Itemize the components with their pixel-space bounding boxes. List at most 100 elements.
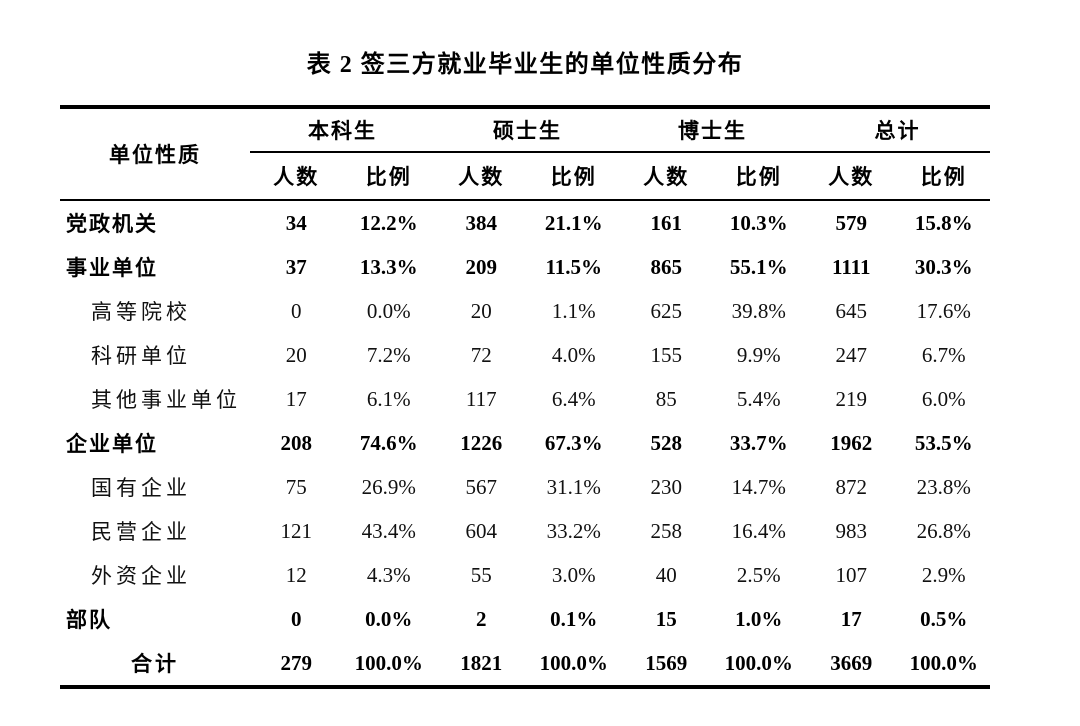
- table-row-public-institution: 事业单位 37 13.3% 209 11.5% 865 55.1% 1111 3…: [60, 245, 990, 289]
- group-header-undergraduate: 本科生: [250, 107, 435, 153]
- cell: 43.4%: [361, 518, 416, 543]
- cell: 17: [840, 606, 862, 631]
- cell: 100.0%: [724, 650, 793, 675]
- cell: 209: [465, 254, 498, 279]
- header-sub-row: 人数 比例 人数 比例 人数 比例 人数 比例: [60, 152, 990, 201]
- group-header-total: 总计: [805, 107, 990, 153]
- sub-header-count: 人数: [435, 152, 528, 201]
- table-row-military: 部队 0 0.0% 2 0.1% 15 1.0% 17 0.5%: [60, 597, 990, 641]
- cell: 55: [470, 562, 492, 587]
- table-caption: 表 2 签三方就业毕业生的单位性质分布: [306, 52, 744, 78]
- cell: 4.3%: [366, 562, 411, 587]
- cell: 55.1%: [729, 254, 788, 279]
- header-group-row: 单位性质 本科生 硕士生 博士生 总计: [60, 107, 990, 201]
- sub-header-ratio: 比例: [527, 152, 620, 201]
- table-row-state-owned-enterprise: 国有企业 75 26.9% 567 31.1% 230 14.7% 872 23…: [60, 465, 990, 509]
- table-row-other-public-institution: 其他事业单位 17 6.1% 117 6.4% 85 5.4% 219 6.0%: [60, 377, 990, 421]
- cell: 7.2%: [366, 342, 411, 367]
- cell: 85: [655, 386, 677, 411]
- cell: 0: [291, 606, 302, 631]
- cell: 67.3%: [544, 430, 603, 455]
- cell: 208: [280, 430, 313, 455]
- cell: 12.2%: [359, 210, 418, 235]
- cell: 1569: [645, 650, 688, 675]
- cell: 384: [465, 210, 498, 235]
- cell: 26.8%: [916, 518, 971, 543]
- cell: 2.5%: [736, 562, 781, 587]
- cell: 20: [285, 342, 307, 367]
- cell: 6.4%: [551, 386, 596, 411]
- cell: 247: [835, 342, 868, 367]
- row-label: 国有企业: [91, 476, 191, 500]
- cell: 21.1%: [544, 210, 603, 235]
- row-label: 高等院校: [91, 300, 191, 324]
- cell: 1962: [830, 430, 873, 455]
- row-label: 其他事业单位: [91, 388, 241, 412]
- cell: 0.0%: [365, 606, 413, 631]
- sub-header-count: 人数: [620, 152, 713, 201]
- cell: 1821: [460, 650, 503, 675]
- cell: 10.3%: [729, 210, 788, 235]
- cell: 2.9%: [921, 562, 966, 587]
- cell: 0: [291, 298, 302, 323]
- cell: 13.3%: [359, 254, 418, 279]
- cell: 40: [655, 562, 677, 587]
- table-row-foreign-enterprise: 外资企业 12 4.3% 55 3.0% 40 2.5% 107 2.9%: [60, 553, 990, 597]
- table-row-grand-total: 合计 279 100.0% 1821 100.0% 1569 100.0% 36…: [60, 641, 990, 687]
- cell: 11.5%: [545, 254, 603, 279]
- cell: 983: [835, 518, 868, 543]
- row-label: 事业单位: [66, 256, 158, 280]
- cell: 528: [650, 430, 683, 455]
- row-label: 合计: [131, 652, 179, 676]
- cell: 865: [650, 254, 683, 279]
- cell: 23.8%: [916, 474, 971, 499]
- cell: 34: [285, 210, 307, 235]
- cell: 4.0%: [551, 342, 596, 367]
- cell: 2: [476, 606, 487, 631]
- sub-header-ratio: 比例: [712, 152, 805, 201]
- cell: 53.5%: [914, 430, 973, 455]
- cell: 645: [835, 298, 868, 323]
- cell: 567: [465, 474, 498, 499]
- cell: 17: [285, 386, 307, 411]
- cell: 30.3%: [914, 254, 973, 279]
- cell: 1.0%: [735, 606, 783, 631]
- cell: 625: [650, 298, 683, 323]
- cell: 12: [285, 562, 307, 587]
- row-label: 科研单位: [91, 344, 191, 368]
- sub-header-count: 人数: [805, 152, 898, 201]
- cell: 31.1%: [546, 474, 601, 499]
- cell: 16.4%: [731, 518, 786, 543]
- table-row-enterprise: 企业单位 208 74.6% 1226 67.3% 528 33.7% 1962…: [60, 421, 990, 465]
- cell: 20: [470, 298, 492, 323]
- cell: 14.7%: [731, 474, 786, 499]
- cell: 72: [470, 342, 492, 367]
- sub-header-ratio: 比例: [342, 152, 435, 201]
- cell: 33.7%: [729, 430, 788, 455]
- cell: 33.2%: [546, 518, 601, 543]
- group-header-doctoral: 博士生: [620, 107, 805, 153]
- cell: 1.1%: [551, 298, 596, 323]
- cell: 3.0%: [551, 562, 596, 587]
- cell: 0.5%: [920, 606, 968, 631]
- cell: 15: [655, 606, 677, 631]
- cell: 604: [465, 518, 498, 543]
- cell: 258: [650, 518, 683, 543]
- cell: 230: [650, 474, 683, 499]
- cell: 3669: [830, 650, 873, 675]
- cell: 155: [650, 342, 683, 367]
- cell: 100.0%: [354, 650, 423, 675]
- cell: 0.1%: [550, 606, 598, 631]
- cell: 161: [650, 210, 683, 235]
- group-header-master: 硕士生: [435, 107, 620, 153]
- cell: 6.0%: [921, 386, 966, 411]
- row-label: 外资企业: [91, 564, 191, 588]
- cell: 579: [835, 210, 868, 235]
- cell: 117: [465, 386, 497, 411]
- cell: 17.6%: [916, 298, 971, 323]
- cell: 0.0%: [366, 298, 411, 323]
- cell: 9.9%: [736, 342, 781, 367]
- row-label: 党政机关: [66, 212, 158, 236]
- cell: 26.9%: [361, 474, 416, 499]
- cell: 74.6%: [359, 430, 418, 455]
